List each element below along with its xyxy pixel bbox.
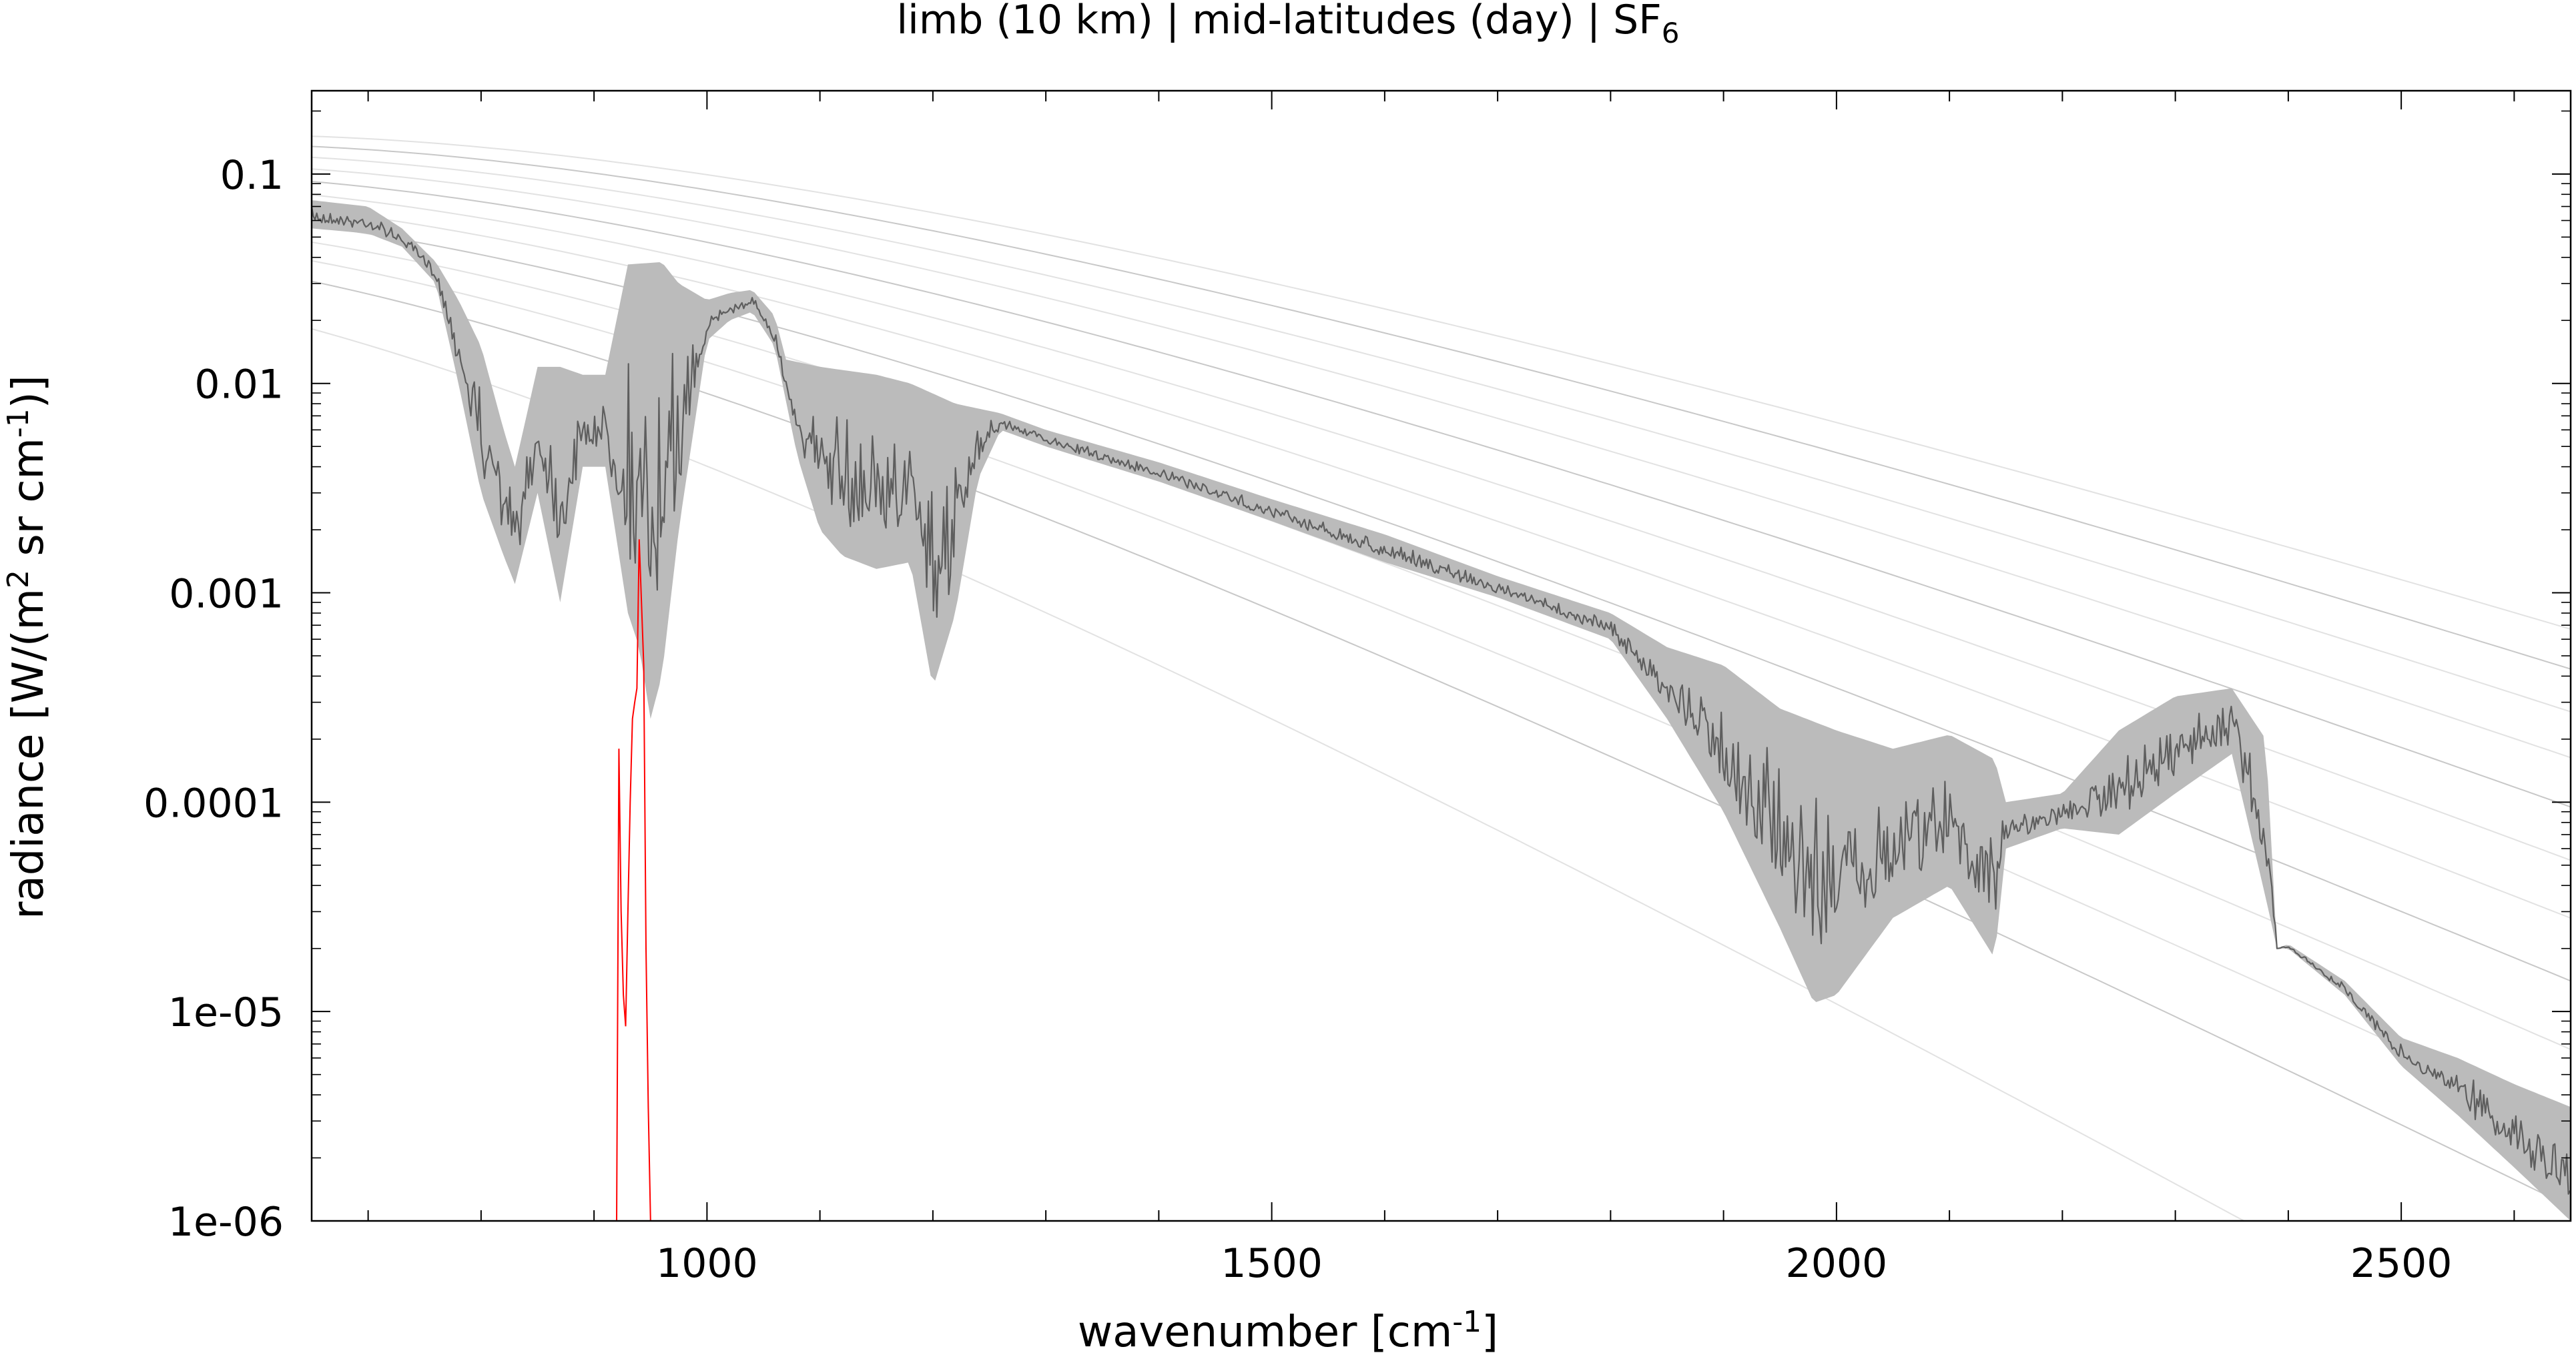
y-axis-title-suffix: )] <box>4 375 53 408</box>
y-axis-title-middle: sr cm <box>4 438 53 570</box>
x-tick-label: 1000 <box>656 1240 758 1287</box>
x-tick-label: 1500 <box>1221 1240 1323 1287</box>
y-tick-label: 1e-06 <box>168 1199 284 1246</box>
reference-curve <box>312 181 2571 808</box>
y-tick-label: 0.001 <box>169 571 284 618</box>
y-tick-label: 0.1 <box>220 152 284 199</box>
x-axis-title: wavenumber [cm-1] <box>1078 1305 1498 1357</box>
x-axis-title-suffix: ] <box>1482 1308 1498 1357</box>
reference-curve <box>312 145 2571 670</box>
chart-title: limb (10 km) | mid-latitudes (day) | SF6 <box>897 0 1680 49</box>
x-tick-label: 2000 <box>1786 1240 1888 1287</box>
chart-title-subscript: 6 <box>1662 17 1680 49</box>
y-axis-title-prefix: radiance [W/(m <box>4 588 53 919</box>
y-axis-title-sup2: -1 <box>1 408 35 438</box>
x-axis-title-prefix: wavenumber [cm <box>1078 1308 1452 1357</box>
axes: 1000 1500 2000 2500 0.1 0.01 0.001 0.0001 1e-05 1… <box>143 89 2572 1287</box>
x-tick-label: 2500 <box>2350 1240 2453 1287</box>
series-spectrum-line <box>312 206 2571 1195</box>
reference-curve <box>312 135 2571 630</box>
series-sf6-line <box>616 539 651 1221</box>
x-axis-title-sup: -1 <box>1452 1305 1482 1339</box>
y-axis-title-sup1: 2 <box>1 570 35 588</box>
reference-curve <box>312 156 2571 713</box>
series-layer <box>312 200 2571 1221</box>
series-envelope <box>312 200 2571 1221</box>
chart-text: limb (10 km) | mid-latitudes (day) | SF6… <box>1 0 1679 1357</box>
y-tick-label: 1e-05 <box>168 989 284 1036</box>
y-axis-title: radiance [W/(m2 sr cm-1)] <box>1 375 53 919</box>
y-tick-label: 0.0001 <box>143 780 284 827</box>
chart-title-text: limb (10 km) | mid-latitudes (day) | SF <box>897 0 1662 43</box>
reference-curve <box>312 168 2571 759</box>
y-tick-label: 0.01 <box>194 362 284 408</box>
